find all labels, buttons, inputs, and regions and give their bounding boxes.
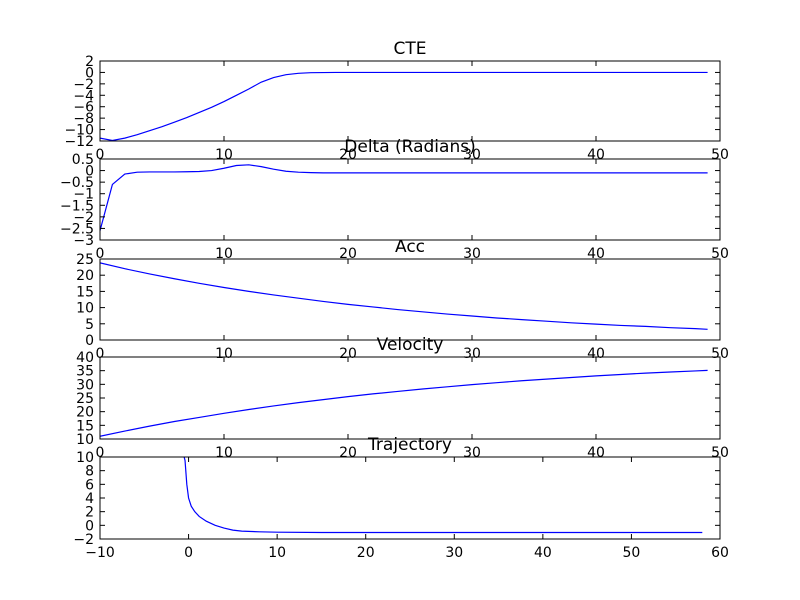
y-tick-label: −4	[73, 88, 94, 104]
y-tick-label: −8	[73, 111, 94, 127]
x-tick-label: 30	[463, 445, 481, 461]
x-tick-label: 10	[215, 346, 233, 362]
panel-title: Trajectory	[367, 435, 452, 455]
y-tick-label: −2.5	[60, 221, 94, 237]
y-tick-label: 4	[85, 491, 94, 507]
y-tick-label: 15	[76, 418, 94, 434]
x-tick-label: 40	[587, 445, 605, 461]
x-tick-label: −10	[85, 545, 115, 561]
x-tick-label: 20	[357, 545, 375, 561]
x-tick-label: 20	[339, 346, 357, 362]
x-tick-label: 0	[96, 346, 105, 362]
x-tick-label: 10	[215, 246, 233, 262]
y-tick-label: 0	[85, 65, 94, 81]
y-tick-label: 20	[76, 268, 94, 284]
y-tick-label: 5	[85, 317, 94, 333]
y-tick-label: 0	[85, 333, 94, 349]
series-line	[100, 369, 708, 437]
panel-title: Acc	[395, 237, 425, 257]
y-tick-label: −1	[73, 187, 94, 203]
x-tick-label: 30	[445, 545, 463, 561]
plot-frame	[99, 356, 721, 440]
y-tick-label: 35	[76, 364, 94, 380]
y-tick-label: 6	[85, 477, 94, 493]
x-tick-label: 40	[534, 545, 552, 561]
y-tick-label: 0	[85, 164, 94, 180]
plot-frame	[99, 456, 721, 540]
x-tick-label: 50	[711, 346, 729, 362]
y-tick-label: −6	[73, 100, 94, 116]
series-line	[183, 457, 703, 534]
y-tick-label: 25	[76, 391, 94, 407]
y-tick-label: −1.5	[60, 198, 94, 214]
plot-frame	[99, 158, 721, 241]
y-tick-label: 25	[76, 252, 94, 268]
plot-frame	[99, 60, 721, 142]
y-tick-label: 15	[76, 284, 94, 300]
x-tick-label: 50	[711, 246, 729, 262]
x-tick-label: 30	[463, 246, 481, 262]
y-tick-label: −2	[73, 210, 94, 226]
x-tick-label: 0	[184, 545, 193, 561]
series-line	[100, 262, 708, 330]
y-tick-label: 0	[85, 518, 94, 534]
y-tick-label: −2	[73, 77, 94, 93]
y-tick-label: 2	[85, 505, 94, 521]
y-tick-label: 2	[85, 54, 94, 70]
series-line	[100, 71, 708, 141]
y-tick-label: 0.5	[72, 152, 94, 168]
x-tick-label: 0	[96, 246, 105, 262]
x-tick-label: 20	[339, 445, 357, 461]
series-line	[100, 164, 708, 231]
x-tick-label: 60	[711, 545, 729, 561]
y-tick-label: −3	[73, 233, 94, 249]
y-tick-label: −12	[64, 134, 94, 150]
panel-title: Delta (Radians)	[344, 137, 475, 157]
x-tick-label: 20	[339, 246, 357, 262]
x-tick-label: 40	[587, 346, 605, 362]
y-tick-label: 10	[76, 450, 94, 466]
x-tick-label: 10	[215, 445, 233, 461]
y-tick-label: −2	[73, 532, 94, 548]
x-tick-label: 0	[96, 445, 105, 461]
y-tick-label: 10	[76, 301, 94, 317]
y-tick-label: 20	[76, 405, 94, 421]
x-tick-label: 30	[463, 346, 481, 362]
x-tick-label: 0	[96, 147, 105, 163]
x-tick-label: 50	[623, 545, 641, 561]
y-tick-label: 10	[76, 432, 94, 448]
y-tick-label: 40	[76, 350, 94, 366]
y-tick-label: −10	[64, 123, 94, 139]
y-tick-label: 30	[76, 377, 94, 393]
plot-frame	[99, 258, 721, 341]
y-tick-label: −0.5	[60, 175, 94, 191]
panel-title: CTE	[394, 39, 427, 59]
panel-title: Velocity	[377, 335, 444, 355]
x-tick-label: 10	[268, 545, 286, 561]
y-tick-label: 8	[85, 464, 94, 480]
x-tick-label: 40	[587, 246, 605, 262]
